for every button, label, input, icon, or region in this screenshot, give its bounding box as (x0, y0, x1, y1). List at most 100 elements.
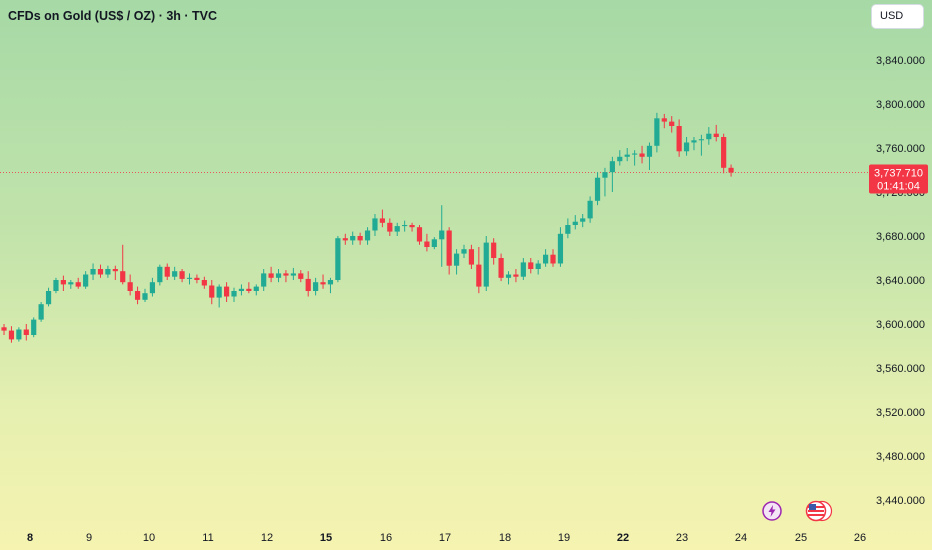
x-tick-label: 23 (676, 532, 688, 544)
candle-body (313, 282, 319, 291)
x-tick-label: 10 (143, 532, 155, 544)
candle-body (186, 277, 193, 279)
last-price-badge (869, 164, 928, 194)
candle-body (53, 280, 59, 291)
currency-button[interactable]: USD (871, 4, 924, 29)
x-tick-label: 22 (617, 532, 629, 544)
candle-body (416, 227, 423, 242)
candle-body (691, 140, 697, 143)
candle-body (105, 269, 111, 275)
candle-body (609, 161, 615, 173)
candle-body (97, 269, 104, 275)
y-tick-label: 3,760.000 (876, 143, 925, 155)
candle-body (528, 262, 534, 269)
candle-body (387, 222, 393, 232)
y-tick-label: 3,480.000 (876, 451, 925, 463)
y-tick-label: 3,440.000 (876, 495, 925, 507)
candle-body (335, 238, 341, 280)
x-tick-label: 15 (320, 532, 332, 544)
x-tick-label: 17 (439, 532, 451, 544)
candle-body (364, 230, 371, 241)
candle-body (639, 153, 645, 157)
candle-body (713, 133, 719, 137)
candle-body (661, 118, 667, 122)
candle-body (505, 274, 512, 278)
candle-body (45, 291, 52, 305)
candle-body (706, 133, 712, 140)
x-tick-label: 11 (202, 532, 213, 544)
y-tick-label: 3,680.000 (876, 231, 925, 243)
candle-body (8, 330, 15, 340)
us-flag-icon[interactable] (805, 500, 833, 522)
candle-body (90, 269, 96, 275)
candle-body (268, 273, 274, 278)
candle-body (402, 225, 408, 227)
candle-body (83, 274, 89, 287)
candle-body (379, 218, 385, 223)
y-tick-label: 3,600.000 (876, 319, 925, 331)
x-tick-label: 24 (735, 532, 747, 544)
candle-body (75, 282, 81, 287)
candle-body (134, 291, 141, 300)
candle-body (617, 156, 623, 162)
candle-body (394, 226, 400, 232)
x-tick-label: 9 (86, 532, 92, 544)
y-tick-label: 3,640.000 (876, 275, 925, 287)
candle-body (483, 242, 489, 287)
x-tick-label: 8 (27, 532, 33, 544)
y-tick-label: 3,560.000 (876, 363, 925, 375)
candle-body (602, 172, 608, 178)
candle-body (520, 262, 526, 277)
candle-body (461, 249, 467, 254)
candle-body (16, 329, 22, 340)
candle-body (201, 280, 207, 286)
candle-body (216, 286, 222, 298)
candle-body (305, 278, 311, 291)
candle-body (231, 291, 237, 297)
chart-title: CFDs on Gold (US$ / OZ) · 3h · TVC (8, 9, 218, 23)
x-tick-label: 25 (795, 532, 807, 544)
candle-body (1, 327, 7, 331)
candle-body (550, 254, 556, 264)
candle-body (60, 280, 66, 285)
candle-body (632, 153, 638, 155)
candle-body (164, 266, 170, 277)
candle-body (261, 273, 267, 287)
candle-body (275, 273, 282, 278)
candle-body (120, 271, 126, 283)
candle-body (557, 233, 564, 264)
candle-body (535, 263, 541, 269)
candle-body (68, 282, 74, 285)
candle-body (223, 286, 230, 297)
candle-body (179, 271, 185, 279)
candle-body (31, 319, 37, 335)
candle-body (172, 271, 178, 277)
candle-body (698, 139, 704, 141)
candle-body (357, 236, 363, 241)
candle-body (580, 218, 586, 222)
candle-body (142, 293, 148, 300)
candle-body (572, 221, 578, 225)
candle-body (498, 258, 504, 278)
candle-body (157, 266, 163, 283)
candle-body (683, 142, 690, 152)
candle-body (513, 274, 519, 277)
x-tick-label: 18 (499, 532, 511, 544)
lightning-icon[interactable] (762, 501, 782, 521)
candle-body (446, 230, 452, 266)
candle-body (327, 280, 334, 285)
candle-body (127, 282, 133, 291)
candle-body (23, 329, 29, 335)
candle-body (594, 177, 601, 201)
y-tick-label: 3,840.000 (876, 55, 925, 67)
y-tick-label: 3,520.000 (876, 407, 925, 419)
candle-body (676, 126, 682, 152)
candle-body (342, 238, 348, 241)
candle-body (476, 264, 482, 287)
x-tick-label: 12 (261, 532, 273, 544)
candle-body (209, 285, 215, 298)
y-tick-label: 3,800.000 (876, 99, 925, 111)
candle-body (491, 242, 497, 258)
last-price-value: 3,737.710 (874, 168, 923, 180)
